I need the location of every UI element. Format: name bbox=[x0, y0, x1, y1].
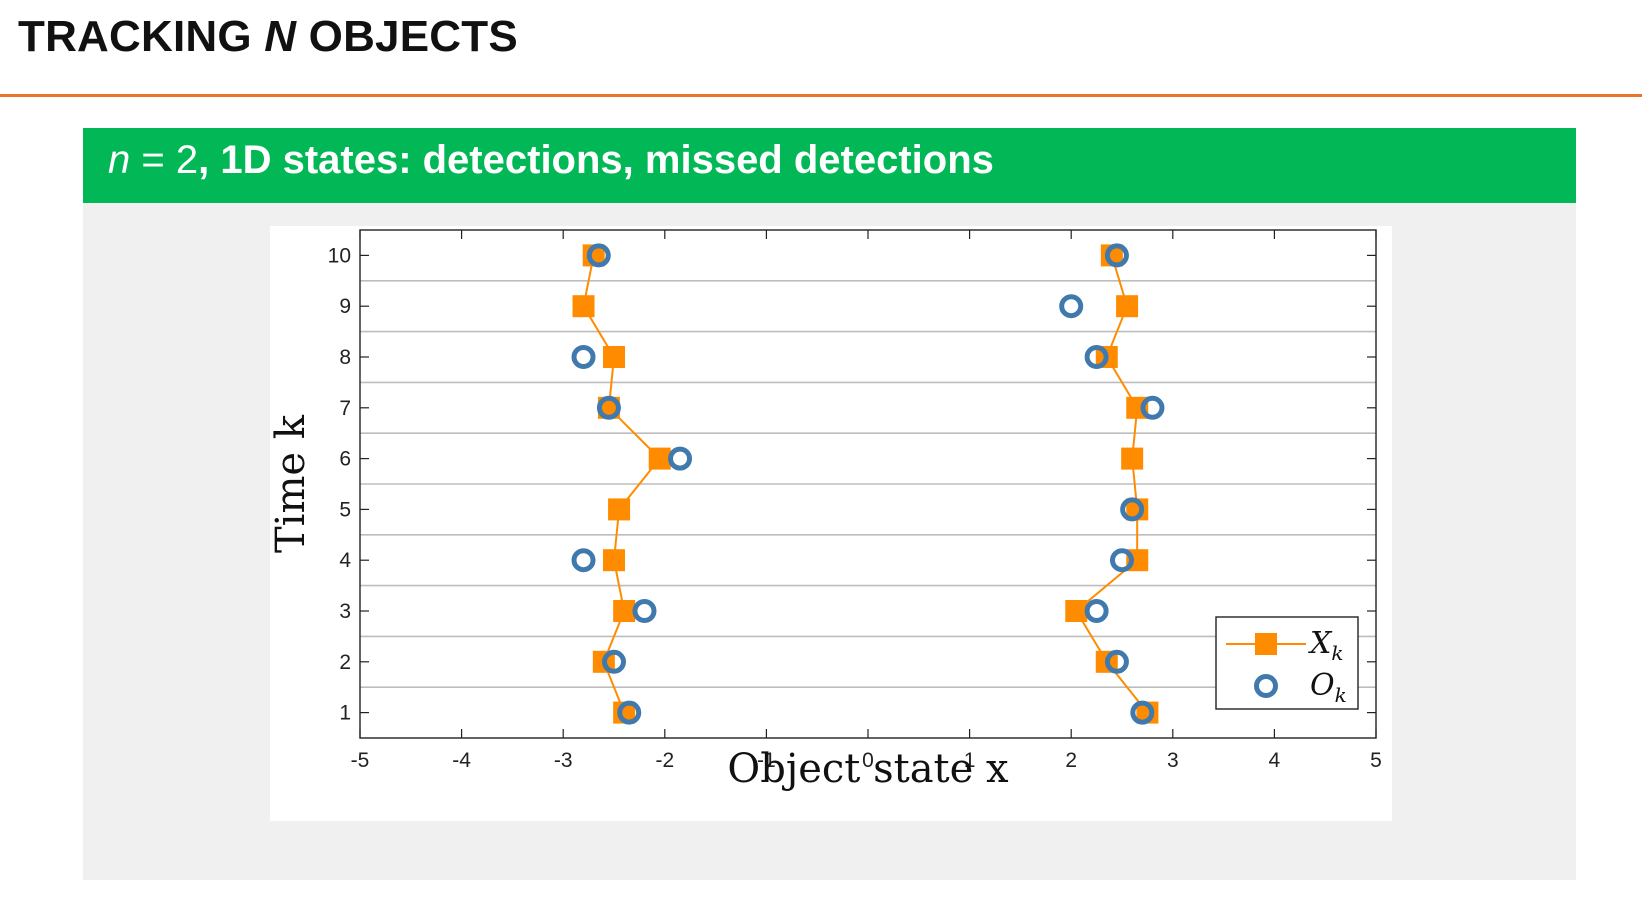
measurement-marker bbox=[1059, 294, 1084, 319]
y-tick-label: 3 bbox=[339, 600, 351, 623]
measurement-marker bbox=[1140, 395, 1165, 420]
y-tick-label: 7 bbox=[339, 397, 351, 420]
legend-marker-ok bbox=[1254, 674, 1278, 698]
y-tick-label: 9 bbox=[339, 295, 351, 318]
legend: Xk Ok bbox=[1215, 616, 1359, 710]
legend-box bbox=[1215, 616, 1359, 710]
legend-label-ok-main: O bbox=[1310, 668, 1335, 703]
y-tick-label: 4 bbox=[339, 549, 351, 572]
x-tick-label: 2 bbox=[1065, 749, 1077, 772]
measurement-marker bbox=[1120, 497, 1145, 522]
x-tick-label: 5 bbox=[1370, 749, 1382, 772]
block-title-equation: = 2 bbox=[130, 138, 199, 182]
block-header: n = 2, 1D states: detections, missed det… bbox=[83, 128, 1576, 203]
plot-frame bbox=[359, 229, 1377, 739]
grid-layer bbox=[360, 279, 1376, 689]
measurement-marker bbox=[1104, 243, 1129, 268]
scatter-chart: -5 -4 -3 -2 -1 0 1 2 3 4 5 1 2 3 4 5 6 7 8 9 10 Object state… bbox=[268, 229, 1382, 792]
x-axis-label: Object state x bbox=[727, 746, 1009, 792]
x-tick-label: -3 bbox=[554, 749, 573, 772]
legend-label-xk-sub: k bbox=[1331, 641, 1343, 665]
legend-label-xk-main: X bbox=[1308, 626, 1333, 661]
y-tick-label: 5 bbox=[339, 498, 351, 521]
x-tick-label: 3 bbox=[1167, 749, 1179, 772]
x-tick-label: -1 bbox=[757, 749, 776, 772]
state-marker bbox=[603, 549, 625, 572]
series-layer bbox=[571, 243, 1165, 725]
x-tick-label: 4 bbox=[1269, 749, 1281, 772]
state-track-line bbox=[582, 255, 662, 713]
state-marker bbox=[608, 498, 631, 521]
y-tick-label: 6 bbox=[339, 448, 351, 471]
state-marker bbox=[572, 295, 595, 318]
state-marker bbox=[1065, 600, 1088, 622]
measurement-marker bbox=[668, 446, 693, 471]
y-tick-label: 1 bbox=[339, 702, 351, 725]
x-tick-label: 0 bbox=[862, 749, 874, 772]
title-divider bbox=[0, 94, 1642, 97]
measurement-marker bbox=[571, 548, 596, 573]
x-tick-label: -2 bbox=[655, 749, 674, 772]
y-tick-label: 8 bbox=[339, 346, 351, 369]
legend-marker-xk bbox=[1255, 633, 1277, 655]
state-track-line bbox=[1075, 255, 1149, 714]
measurement-marker bbox=[1084, 345, 1109, 369]
block-title: n = 2, 1D states: detections, missed det… bbox=[108, 138, 994, 183]
slide-title-italic-n: N bbox=[264, 12, 297, 61]
state-marker bbox=[1116, 295, 1139, 318]
x-tick-label: 1 bbox=[964, 749, 976, 772]
slide-title-part-1: TRACKING bbox=[18, 12, 265, 61]
legend-label-xk: Xk bbox=[1308, 626, 1343, 665]
legend-label-ok: Ok bbox=[1310, 668, 1347, 707]
measurement-marker bbox=[617, 700, 642, 725]
measurement-marker bbox=[1110, 548, 1134, 573]
y-tick-label: 2 bbox=[339, 651, 351, 674]
y-axis-label: Time k bbox=[270, 414, 314, 553]
x-tick-label: -5 bbox=[351, 749, 370, 772]
slide-title: TRACKING N OBJECTS bbox=[18, 12, 518, 62]
measurement-marker bbox=[1084, 599, 1109, 623]
measurement-marker bbox=[602, 649, 626, 674]
block-title-text: , 1D states: detections, missed detectio… bbox=[198, 138, 994, 182]
x-tick-label: -4 bbox=[452, 749, 471, 772]
block-title-variable: n bbox=[108, 138, 131, 182]
measurement-marker bbox=[632, 599, 657, 623]
chart-figure: -5 -4 -3 -2 -1 0 1 2 3 4 5 1 2 3 4 5 6 7 8 9 10 Object state… bbox=[268, 226, 1392, 821]
measurement-marker bbox=[1130, 700, 1155, 725]
legend-label-ok-sub: k bbox=[1335, 683, 1347, 707]
measurement-marker bbox=[596, 395, 621, 420]
measurement-marker bbox=[586, 243, 611, 268]
y-tick-label: 10 bbox=[328, 244, 351, 267]
tick-layer: -5 -4 -3 -2 -1 0 1 2 3 4 5 1 2 3 4 5 6 7 8 9 10 bbox=[328, 230, 1382, 772]
state-marker bbox=[648, 447, 671, 470]
content-block: n = 2, 1D states: detections, missed det… bbox=[83, 128, 1576, 880]
state-marker bbox=[613, 600, 636, 622]
state-marker bbox=[603, 346, 625, 368]
measurement-marker bbox=[1104, 649, 1129, 674]
measurement-marker bbox=[571, 345, 596, 369]
state-marker bbox=[1121, 447, 1144, 470]
slide-title-part-2: OBJECTS bbox=[296, 12, 518, 61]
